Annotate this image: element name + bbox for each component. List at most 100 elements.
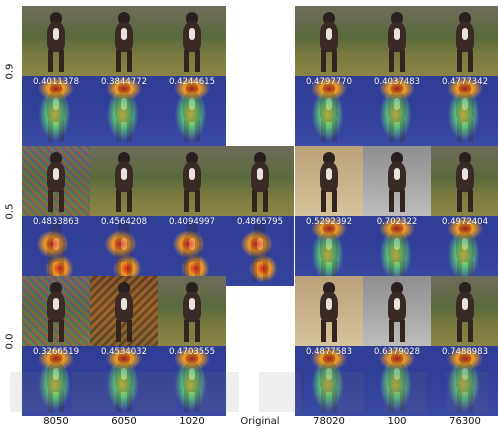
dog-figure xyxy=(385,152,409,212)
input-image-tile xyxy=(295,276,363,346)
dog-figure xyxy=(385,282,409,342)
input-image-tile xyxy=(431,276,498,346)
saliency-heatmap-tile: 0.4011378 xyxy=(22,76,90,146)
score-label: 0.4011378 xyxy=(33,77,79,87)
column-label: Original xyxy=(240,416,280,427)
dog-figure xyxy=(317,282,341,342)
saliency-heatmap-tile: 0.4972404 xyxy=(431,216,498,286)
dog-figure xyxy=(44,152,68,212)
dog-figure xyxy=(112,352,136,412)
dog-figure xyxy=(180,12,204,72)
score-label: 0.4777342 xyxy=(442,77,488,87)
input-image-tile xyxy=(90,276,158,346)
score-label: 0.7488983 xyxy=(442,347,488,357)
saliency-heatmap-tile: 0.4777342 xyxy=(431,76,498,146)
dog-figure xyxy=(317,222,341,282)
dog-figure xyxy=(317,12,341,72)
saliency-heatmap-tile: 0.3266519 xyxy=(22,346,90,416)
saliency-heatmap-tile: 0.4703555 xyxy=(158,346,226,416)
score-label: 0.4244615 xyxy=(169,77,215,87)
input-image-tile xyxy=(158,276,226,346)
dog-figure xyxy=(385,352,409,412)
dog-figure xyxy=(44,12,68,72)
score-label: 0.3266519 xyxy=(33,347,79,357)
input-image-tile xyxy=(363,146,431,216)
dog-figure xyxy=(453,12,477,72)
dog-figure xyxy=(180,222,204,282)
dog-figure xyxy=(385,82,409,142)
input-image-tile xyxy=(431,146,498,216)
row-label: 0.5 xyxy=(4,203,16,220)
dog-figure xyxy=(112,282,136,342)
score-label: 0.4037483 xyxy=(374,77,420,87)
dog-figure xyxy=(112,12,136,72)
saliency-heatmap-tile: 0.4797770 xyxy=(295,76,363,146)
saliency-heatmap-tile: 0.4877583 xyxy=(295,346,363,416)
saliency-heatmap-tile: 0.4865795 xyxy=(226,216,294,286)
saliency-heatmap-tile: 0.4564208 xyxy=(90,216,158,286)
dog-figure xyxy=(385,12,409,72)
score-label: 0.702322 xyxy=(376,217,418,227)
input-image-tile xyxy=(226,146,294,216)
dog-figure xyxy=(248,222,272,282)
score-label: 0.5292392 xyxy=(306,217,352,227)
score-label: 0.6379028 xyxy=(374,347,420,357)
dog-figure xyxy=(44,352,68,412)
score-label: 0.4972404 xyxy=(442,217,488,227)
input-image-tile xyxy=(363,276,431,346)
saliency-heatmap-tile: 0.7488983 xyxy=(431,346,498,416)
dog-figure xyxy=(180,82,204,142)
input-image-tile xyxy=(22,6,90,76)
column-label: 78020 xyxy=(313,416,345,427)
dog-figure xyxy=(180,152,204,212)
score-label: 0.4534032 xyxy=(101,347,147,357)
input-image-tile xyxy=(158,6,226,76)
score-label: 0.4797770 xyxy=(306,77,352,87)
dog-figure xyxy=(453,222,477,282)
input-image-tile xyxy=(22,276,90,346)
row-label: 0.9 xyxy=(4,63,16,80)
dog-figure xyxy=(453,152,477,212)
dog-figure xyxy=(44,82,68,142)
saliency-heatmap-tile: 0.702322 xyxy=(363,216,431,286)
input-image-tile xyxy=(431,6,498,76)
score-label: 0.4564208 xyxy=(101,217,147,227)
input-image-tile xyxy=(158,146,226,216)
saliency-heatmap-tile: 0.4094997 xyxy=(158,216,226,286)
dog-figure xyxy=(317,352,341,412)
dog-figure xyxy=(44,222,68,282)
score-label: 0.3844772 xyxy=(101,77,147,87)
column-label: 8050 xyxy=(43,416,69,427)
dog-figure xyxy=(112,222,136,282)
input-image-tile xyxy=(90,6,158,76)
dog-figure xyxy=(453,352,477,412)
dog-figure xyxy=(248,152,272,212)
column-label: 6050 xyxy=(111,416,137,427)
saliency-heatmap-tile: 0.4833863 xyxy=(22,216,90,286)
saliency-heatmap-tile: 0.5292392 xyxy=(295,216,363,286)
dog-figure xyxy=(317,152,341,212)
score-label: 0.4877583 xyxy=(306,347,352,357)
dog-figure xyxy=(385,222,409,282)
saliency-heatmap-tile: 0.3844772 xyxy=(90,76,158,146)
input-image-tile xyxy=(363,6,431,76)
dog-figure xyxy=(44,282,68,342)
score-label: 0.4865795 xyxy=(237,217,283,227)
column-label: 100 xyxy=(387,416,407,427)
dog-figure xyxy=(317,82,341,142)
input-image-tile xyxy=(295,146,363,216)
dog-figure xyxy=(453,282,477,342)
dog-figure xyxy=(180,352,204,412)
input-image-tile xyxy=(295,6,363,76)
dog-figure xyxy=(453,82,477,142)
saliency-heatmap-tile: 0.6379028 xyxy=(363,346,431,416)
saliency-heatmap-tile: 0.4534032 xyxy=(90,346,158,416)
column-label: 1020 xyxy=(179,416,205,427)
watermark xyxy=(10,372,488,416)
score-label: 0.4094997 xyxy=(169,217,215,227)
input-image-tile xyxy=(22,146,90,216)
saliency-heatmap-tile: 0.4244615 xyxy=(158,76,226,146)
score-label: 0.4703555 xyxy=(169,347,215,357)
saliency-heatmap-tile: 0.4037483 xyxy=(363,76,431,146)
